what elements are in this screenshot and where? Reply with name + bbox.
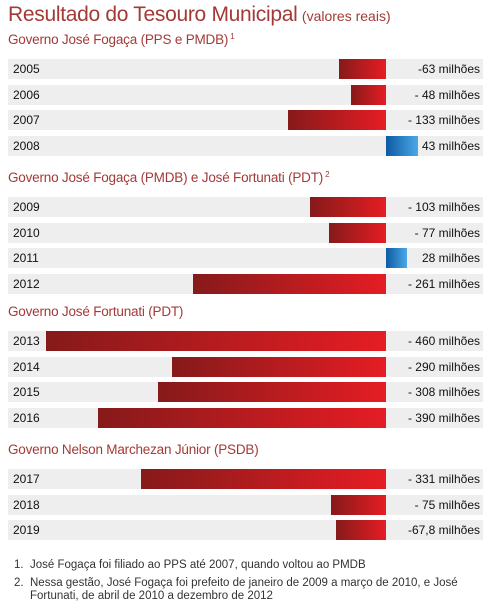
bar bbox=[193, 273, 386, 294]
footnote-text: José Fogaça foi filiado ao PPS até 2007,… bbox=[30, 559, 366, 571]
bar bbox=[97, 407, 386, 428]
title-subtitle: (valores reais) bbox=[301, 8, 391, 24]
year-label: 2014 bbox=[13, 359, 40, 374]
value-label: - 75 milhões bbox=[414, 497, 480, 512]
year-label: 2018 bbox=[13, 497, 40, 512]
footnote-number: 1. bbox=[14, 559, 24, 571]
footnote-number: 2. bbox=[14, 577, 24, 589]
group-title: Governo José Fogaça (PPS e PMDB) 1 bbox=[8, 32, 235, 47]
bar bbox=[386, 248, 407, 269]
value-label: -67,8 milhões bbox=[407, 523, 480, 538]
bar-row: 2010 - 77 milhões bbox=[8, 222, 483, 243]
bar-row: 2009 - 103 milhões bbox=[8, 197, 483, 217]
bar-row: 2012 - 261 milhões bbox=[8, 273, 483, 294]
bar bbox=[309, 197, 386, 217]
bar bbox=[46, 331, 386, 351]
bar bbox=[386, 135, 418, 156]
year-label: 2015 bbox=[13, 385, 40, 400]
value-label: - 308 milhões bbox=[407, 385, 480, 400]
bar-row: 2008 43 milhões bbox=[8, 135, 483, 156]
group-title: Governo Nelson Marchezan Júnior (PSDB) bbox=[8, 442, 259, 457]
year-label: 2007 bbox=[13, 113, 40, 128]
bar-row: 2011 28 milhões bbox=[8, 248, 483, 269]
value-label: 43 milhões bbox=[421, 138, 480, 153]
value-label: - 460 milhões bbox=[407, 334, 480, 348]
value-label: - 77 milhões bbox=[414, 225, 480, 240]
bar-row: 2019 -67,8 milhões bbox=[8, 520, 483, 541]
value-label: - 103 milhões bbox=[407, 200, 480, 214]
bar bbox=[287, 110, 386, 131]
year-label: 2013 bbox=[13, 334, 40, 348]
bar bbox=[171, 356, 386, 377]
value-label: - 290 milhões bbox=[407, 359, 480, 374]
value-label: - 331 milhões bbox=[407, 472, 480, 486]
year-label: 2009 bbox=[13, 200, 40, 214]
year-label: 2006 bbox=[13, 87, 40, 102]
year-label: 2010 bbox=[13, 225, 40, 240]
bar-row: 2005 -63 milhões bbox=[8, 59, 483, 79]
bar-row: 2013 - 460 milhões bbox=[8, 331, 483, 351]
bar-row: 2007 - 133 milhões bbox=[8, 110, 483, 131]
bar bbox=[141, 469, 386, 489]
bar bbox=[158, 382, 386, 403]
footnote-2: 2. Nessa gestão, José Fogaça foi prefeit… bbox=[14, 577, 460, 603]
value-label: - 261 milhões bbox=[407, 276, 480, 291]
value-label: - 133 milhões bbox=[407, 113, 480, 128]
value-label: - 48 milhões bbox=[414, 87, 480, 102]
footnote-ref: 1 bbox=[228, 32, 235, 41]
bar bbox=[350, 84, 386, 105]
bar bbox=[329, 222, 386, 243]
value-label: -63 milhões bbox=[417, 62, 480, 76]
year-label: 2017 bbox=[13, 472, 40, 486]
bar-row: 2014 - 290 milhões bbox=[8, 356, 483, 377]
bar-row: 2006 - 48 milhões bbox=[8, 84, 483, 105]
group-title: Governo José Fortunati (PDT) bbox=[8, 304, 184, 319]
footnote-ref: 2 bbox=[323, 170, 330, 179]
year-label: 2005 bbox=[13, 62, 40, 76]
year-label: 2008 bbox=[13, 138, 40, 153]
group-title: Governo José Fogaça (PMDB) e José Fortun… bbox=[8, 170, 330, 185]
value-label: 28 milhões bbox=[421, 251, 480, 266]
value-label: - 390 milhões bbox=[407, 410, 480, 425]
year-label: 2016 bbox=[13, 410, 40, 425]
footnotes: 1. José Fogaça foi filiado ao PPS até 20… bbox=[14, 559, 460, 608]
footnote-text: Nessa gestão, José Fogaça foi prefeito d… bbox=[30, 577, 458, 602]
bar-row: 2018 - 75 milhões bbox=[8, 494, 483, 515]
bar-row: 2015 - 308 milhões bbox=[8, 382, 483, 403]
year-label: 2019 bbox=[13, 523, 40, 538]
chart-title: Resultado do Tesouro Municipal (valores … bbox=[8, 3, 391, 27]
year-label: 2012 bbox=[13, 276, 40, 291]
year-label: 2011 bbox=[13, 251, 39, 266]
footnote-1: 1. José Fogaça foi filiado ao PPS até 20… bbox=[14, 559, 460, 572]
title-main: Resultado do Tesouro Municipal bbox=[8, 3, 298, 26]
bar bbox=[330, 494, 386, 515]
bar bbox=[339, 59, 386, 79]
bar bbox=[335, 520, 386, 541]
bar-row: 2017 - 331 milhões bbox=[8, 469, 483, 489]
bar-row: 2016 - 390 milhões bbox=[8, 407, 483, 428]
